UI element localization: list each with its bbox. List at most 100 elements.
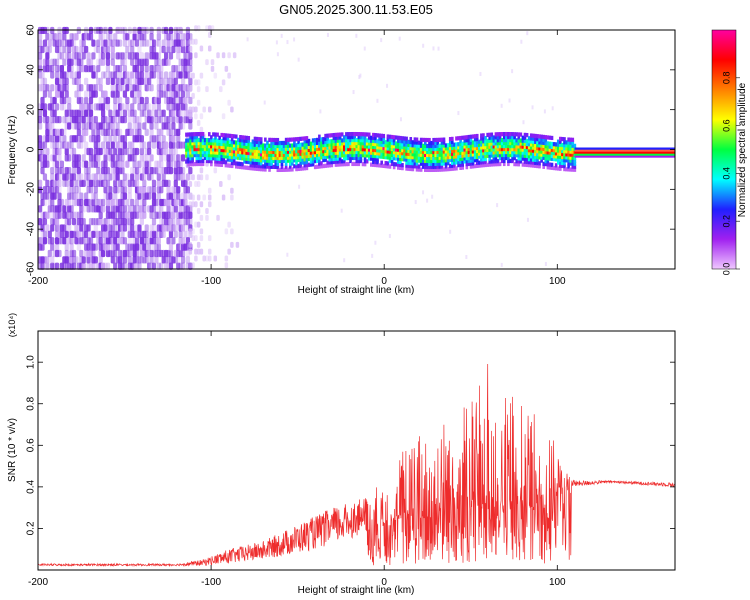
band-cell [482,154,485,159]
band-cell [430,146,433,152]
noise-cell [164,224,169,232]
band-cell [334,162,338,167]
band-cell [222,136,226,141]
band-cell [432,164,435,170]
band-cell [299,157,302,162]
band-cell [411,161,415,166]
band-cell [532,148,535,153]
noise-cell [120,211,125,219]
band-cell [216,162,219,167]
band-cell [378,148,381,153]
band-cell [214,159,217,164]
band-cell [241,147,244,152]
band-cell [288,155,292,160]
band-cell [199,146,203,152]
noise-cell [194,106,198,113]
band-cell [376,142,379,147]
band-cell [330,154,334,159]
band-cell [322,152,325,157]
noise-speckle [371,253,374,258]
band-cell [187,144,190,149]
band-cell [347,135,350,140]
band-cell [328,151,332,156]
band-cell [554,166,558,171]
band-cell [228,163,232,168]
noise-cell [93,160,98,168]
band-cell [307,138,311,144]
noise-cell [168,243,174,251]
band-cell [430,167,433,173]
band-cell [434,143,437,149]
noise-cell [96,154,101,162]
band-cell [305,139,309,144]
snr-x-tick-label: 0 [381,577,387,588]
band-cell [284,155,288,160]
band-cell [264,167,267,172]
band-cell [455,136,458,141]
band-cell [276,140,280,146]
band-cell [401,139,404,144]
band-cell [207,156,211,161]
noise-speckle [399,117,402,122]
band-cell [434,155,437,161]
band-cell [264,152,267,157]
band-cell [552,165,556,171]
noise-cell [199,113,204,120]
band-cell [216,132,219,137]
band-cell [268,167,271,172]
band-cell [523,138,527,143]
noise-cell [40,243,45,251]
noise-cell [154,52,159,60]
noise-cell [110,77,115,85]
colorbar-tick-label: 0.0 [721,263,731,276]
band-cell [320,146,323,151]
noise-cell [93,116,98,124]
band-cell [363,141,367,146]
band-cell [372,144,375,150]
band-cell [478,160,481,165]
band-cell [313,138,317,143]
band-cell [403,139,406,144]
band-cell [311,138,315,143]
band-cell [259,140,263,145]
band-cell [264,158,267,163]
noise-cell [191,194,195,201]
noise-cell [76,128,81,136]
band-cell [274,155,278,161]
band-cell [203,149,207,155]
noise-cell [108,186,113,194]
noise-cell [76,71,81,79]
tone-line [574,149,675,152]
band-cell [471,149,475,154]
colorbar-tick-label: 0.4 [721,167,731,180]
noise-cell [137,262,142,270]
band-cell [484,159,487,165]
noise-cell [156,71,161,79]
noise-cell [96,167,101,175]
band-cell [448,157,452,163]
noise-cell [113,33,118,41]
noise-cell [38,141,43,149]
noise-cell [101,52,106,60]
band-cell [247,156,251,162]
noise-cell [194,221,198,228]
band-cell [251,151,255,156]
band-cell [507,137,510,143]
noise-cell [74,256,79,264]
band-cell [498,161,502,167]
band-cell [473,149,477,154]
band-cell [411,140,415,145]
spectrogram-x-tick-label: 100 [549,276,566,287]
band-cell [293,146,296,151]
band-cell [419,143,423,148]
band-cell [189,147,192,152]
band-cell [378,154,381,159]
band-cell [473,134,477,139]
band-cell [500,155,504,161]
noise-cell [132,205,137,213]
band-cell [554,148,558,153]
noise-cell [178,96,183,105]
noise-cell [199,126,204,133]
noise-cell [173,65,178,73]
band-cell [494,150,498,155]
